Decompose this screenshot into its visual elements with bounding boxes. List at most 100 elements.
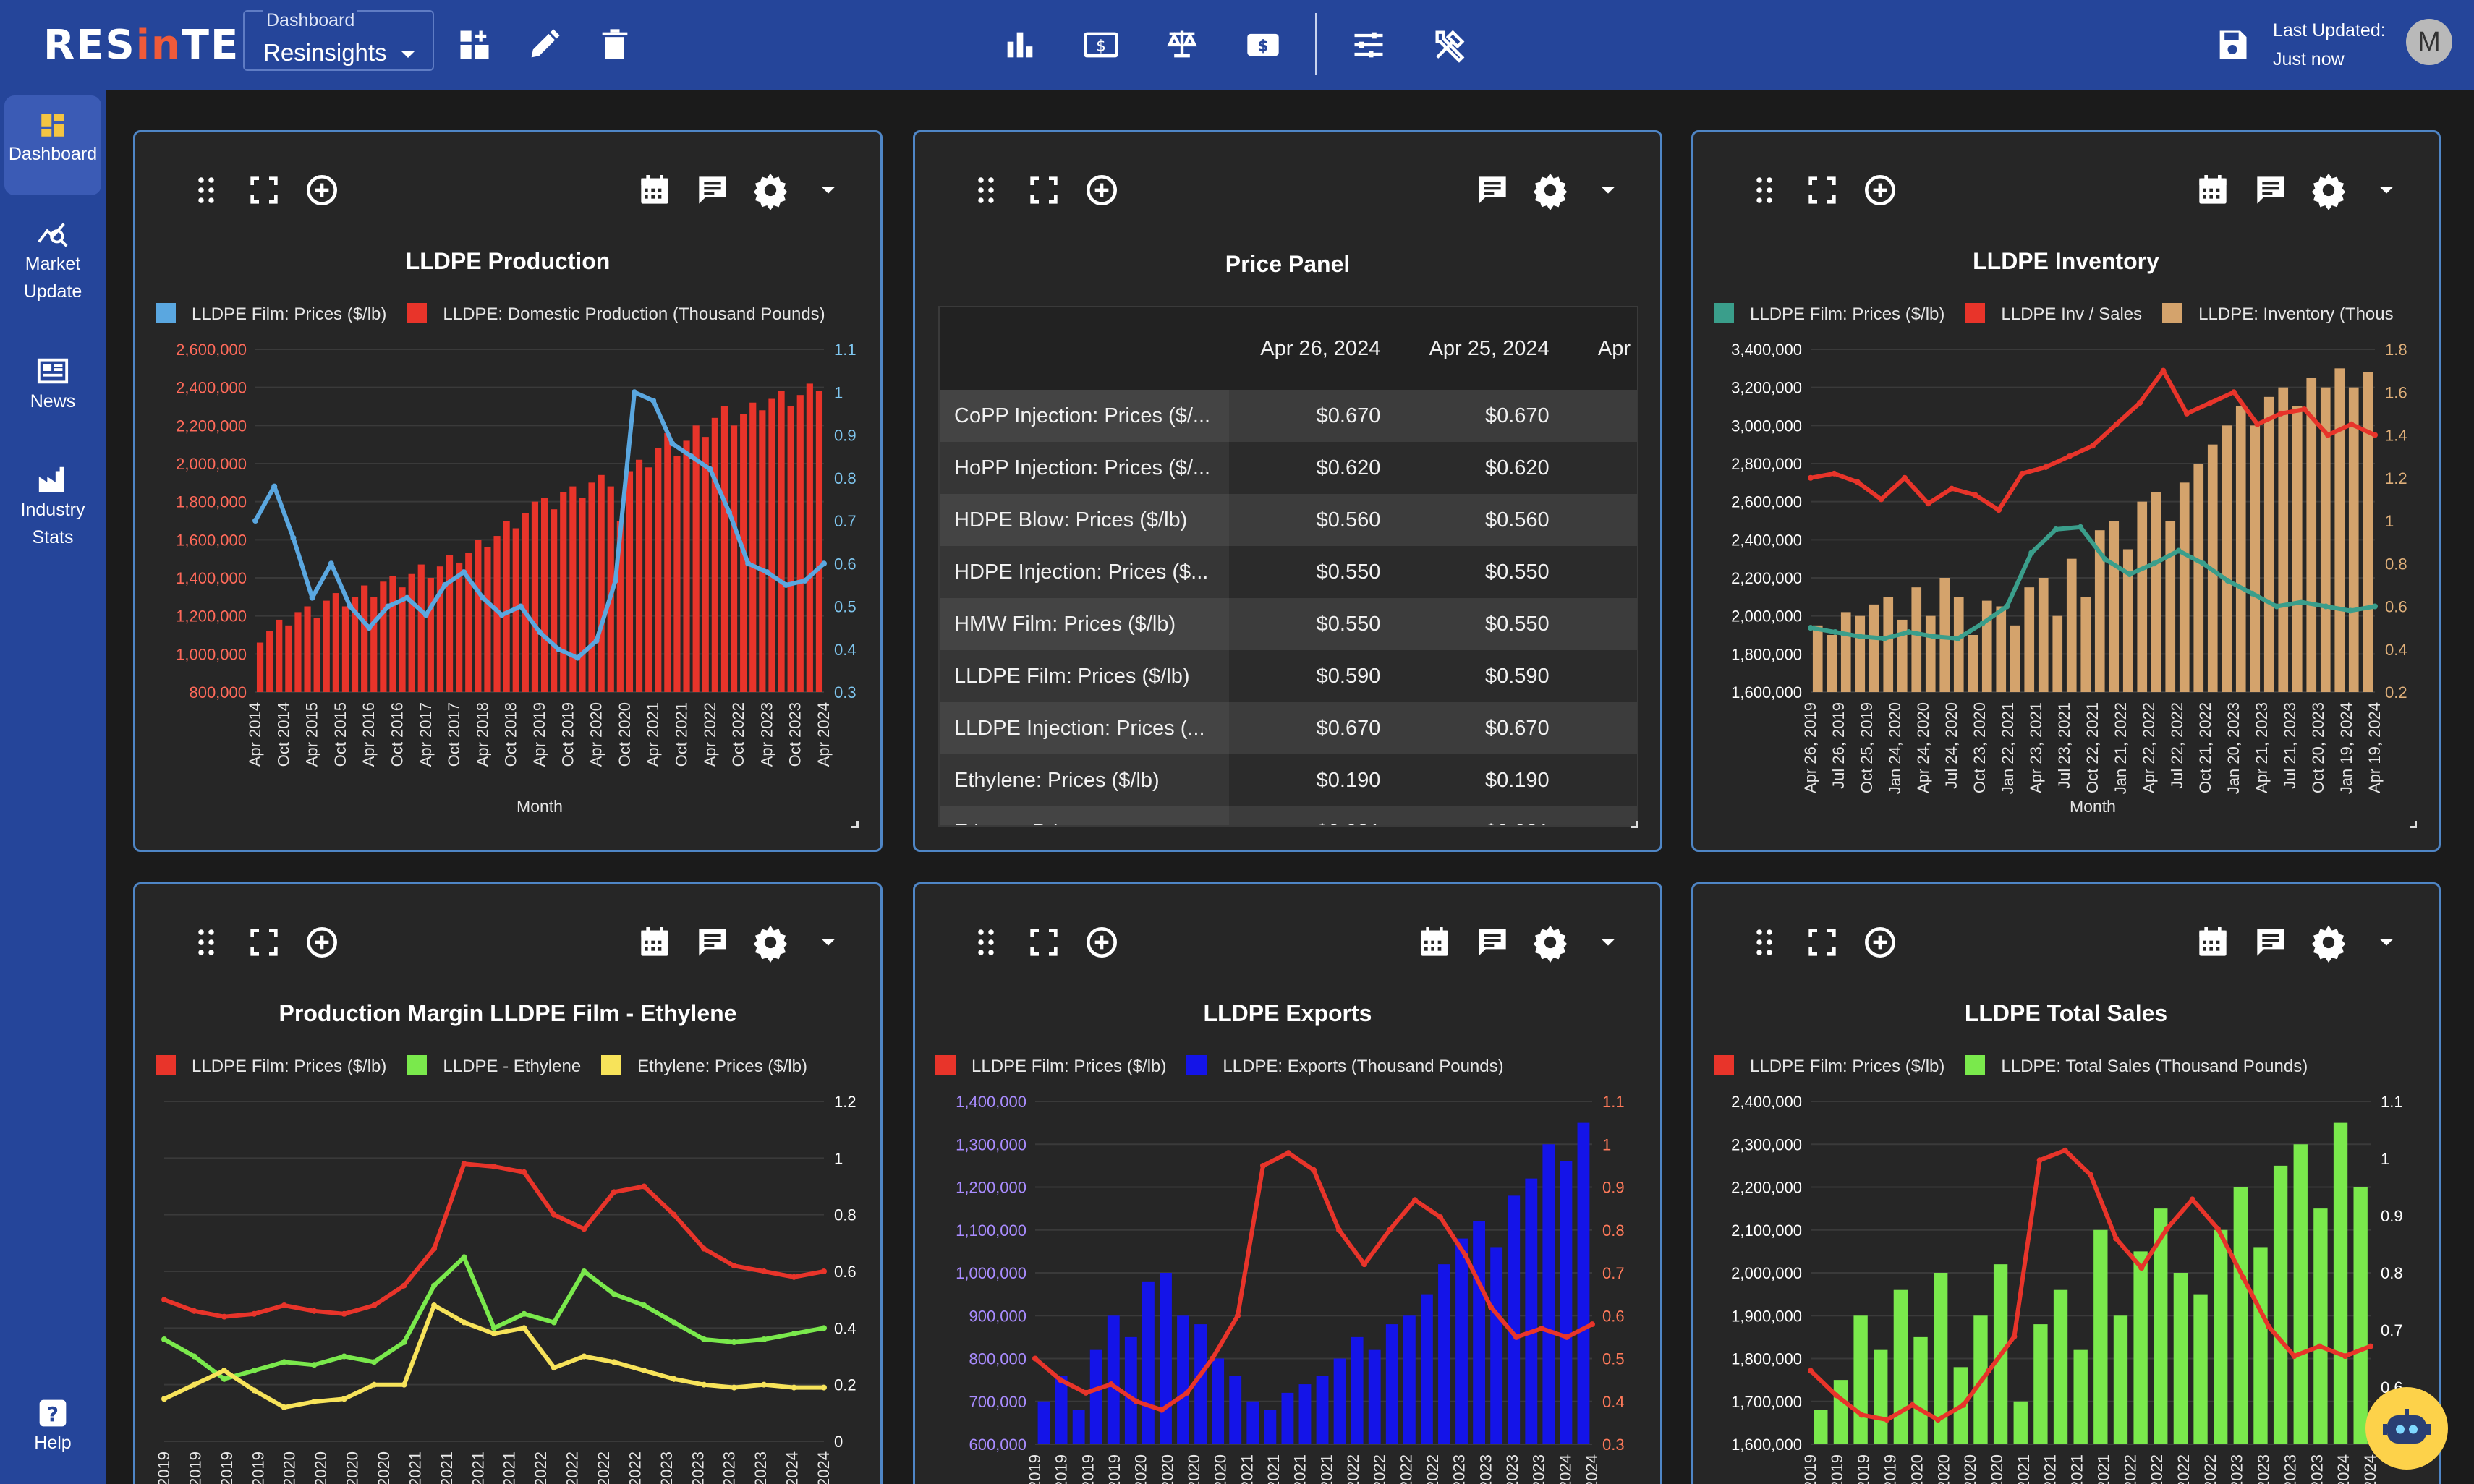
comment-icon[interactable] [2250, 922, 2291, 963]
column-header[interactable]: Apr 24, 2024 [1566, 307, 1637, 390]
sidebar-item-industry-stats[interactable]: Industry Stats [4, 463, 101, 551]
column-header[interactable]: Apr 25, 2024 [1398, 307, 1567, 390]
comment-icon[interactable] [692, 922, 733, 963]
chevron-down-icon[interactable] [1588, 170, 1628, 210]
bar [475, 540, 482, 692]
chevron-down-icon[interactable] [808, 922, 849, 963]
legend-item[interactable]: LLDPE Film: Prices ($/lb) [935, 1055, 1166, 1077]
expand-icon[interactable] [1024, 170, 1064, 210]
chatbot-button[interactable] [2365, 1387, 2448, 1470]
edit-icon[interactable] [525, 26, 563, 64]
add-icon[interactable] [1860, 170, 1900, 210]
legend-item[interactable]: LLDPE Film: Prices ($/lb) [156, 303, 386, 325]
money-icon[interactable]: $ [1244, 26, 1282, 64]
table-row[interactable]: LLDPE Film: Prices ($/lb)$0.590$0.590$0.… [940, 650, 1637, 702]
table-row[interactable]: HDPE Injection: Prices ($... $0.550 $0.550… [940, 546, 1637, 598]
resize-handle[interactable] [851, 821, 859, 828]
delete-icon[interactable] [596, 26, 634, 64]
expand-icon[interactable] [1802, 170, 1842, 210]
sidebar-item-help[interactable]: ? Help [4, 1397, 101, 1457]
comment-icon[interactable] [692, 170, 733, 210]
table-row[interactable]: LLDPE Injection: Prices (... $0.670 $0.670… [940, 702, 1637, 754]
expand-icon[interactable] [244, 170, 284, 210]
x-tick-label: 2022 [1397, 1454, 1415, 1484]
column-header[interactable]: Apr 26, 2024 [1229, 307, 1398, 390]
expand-icon[interactable] [1802, 922, 1842, 963]
chevron-down-icon[interactable] [808, 170, 849, 210]
dashboard-select[interactable]: Dashboard Resinsights [243, 10, 434, 71]
comment-icon[interactable] [2250, 170, 2291, 210]
series-point [2088, 1172, 2093, 1178]
bar-chart-icon[interactable] [1001, 26, 1039, 64]
add-icon[interactable] [1860, 922, 1900, 963]
resize-handle[interactable] [1631, 821, 1638, 828]
calendar-icon[interactable] [1414, 922, 1455, 963]
legend-item[interactable]: LLDPE: Domestic Production (Thousand Pou… [407, 303, 825, 325]
add-icon[interactable] [302, 170, 342, 210]
legend-item[interactable]: LLDPE Film: Prices ($/lb) [1714, 303, 1944, 325]
legend-item[interactable]: LLDPE Film: Prices ($/lb) [1714, 1055, 1944, 1077]
legend-item[interactable]: LLDPE: Total Sales (Thousand Pounds) [1965, 1055, 2308, 1077]
table-row[interactable]: HDPE Blow: Prices ($/lb)$0.560$0.560$0.5… [940, 494, 1637, 546]
sliders-icon[interactable] [1350, 26, 1387, 64]
legend-item[interactable]: Ethylene: Prices ($/lb) [601, 1055, 807, 1077]
drag-handle-icon[interactable] [966, 170, 1006, 210]
chevron-down-icon[interactable] [1588, 922, 1628, 963]
add-widget-icon[interactable] [456, 26, 493, 64]
gear-icon[interactable] [750, 170, 791, 210]
gear-icon[interactable] [2308, 922, 2349, 963]
drag-handle-icon[interactable] [966, 922, 1006, 963]
resize-handle[interactable] [2410, 821, 2417, 828]
add-icon[interactable] [1081, 922, 1122, 963]
drag-handle-icon[interactable] [1744, 922, 1785, 963]
legend-item[interactable]: LLDPE Inv / Sales [1965, 303, 2142, 325]
y-right-tick-label: 1.8 [2385, 341, 2407, 359]
series-point [581, 1353, 587, 1360]
y-left-tick-label: 2,300,000 [1731, 1135, 1802, 1153]
expand-icon[interactable] [244, 922, 284, 963]
gear-icon[interactable] [2308, 170, 2349, 210]
chevron-down-icon[interactable] [2366, 922, 2407, 963]
sidebar-item-dashboard[interactable]: Dashboard [4, 95, 101, 195]
legend-swatch [407, 1055, 428, 1075]
x-tick-label: Apr 19, 2024 [2365, 702, 2384, 793]
save-icon[interactable] [2214, 26, 2251, 64]
calendar-icon[interactable] [2193, 922, 2233, 963]
calendar-icon[interactable] [634, 170, 675, 210]
calendar-icon[interactable] [634, 922, 675, 963]
drag-handle-icon[interactable] [186, 170, 226, 210]
table-row[interactable]: CoPP Injection: Prices ($/... $0.670 $0.67… [940, 390, 1637, 442]
calendar-icon[interactable] [2193, 170, 2233, 210]
table-row[interactable]: Ethylene: Prices ($/lb)$0.190$0.190$0.19… [940, 754, 1637, 806]
drag-handle-icon[interactable] [1744, 170, 1785, 210]
tools-icon[interactable] [1431, 26, 1468, 64]
x-tick-label: Jan 21, 2022 [2112, 702, 2130, 794]
x-tick-label: 2019 [1079, 1454, 1097, 1484]
legend-item[interactable]: LLDPE: Exports (Thousand Pounds) [1186, 1055, 1504, 1077]
x-tick-label: 2024 [2334, 1454, 2352, 1484]
add-icon[interactable] [302, 922, 342, 963]
table-row[interactable]: HMW Film: Prices ($/lb)$0.550$0.550$0.55… [940, 598, 1637, 650]
bar [683, 440, 690, 692]
resintel-logo[interactable]: RESinTEL [43, 22, 267, 69]
sidebar-item-market-update[interactable]: Market Update [4, 217, 101, 305]
gear-icon[interactable] [1530, 922, 1570, 963]
avatar[interactable]: M [2406, 19, 2452, 65]
gear-icon[interactable] [1530, 170, 1570, 210]
drag-handle-icon[interactable] [186, 922, 226, 963]
legend-item[interactable]: LLDPE - Ethylene [407, 1055, 581, 1077]
sidebar-item-news[interactable]: News [4, 354, 101, 415]
table-row[interactable]: Ethane: Prices$0.081$0.081$0.081 [940, 806, 1637, 825]
bar [2333, 1122, 2348, 1444]
table-row[interactable]: HoPP Injection: Prices ($/... $0.620 $0.62… [940, 442, 1637, 494]
comment-icon[interactable] [1472, 170, 1513, 210]
chevron-down-icon[interactable] [2366, 170, 2407, 210]
price-icon[interactable]: $ [1082, 26, 1120, 64]
scale-icon[interactable] [1163, 26, 1201, 64]
legend-item[interactable]: LLDPE: Inventory (Thous [2162, 303, 2394, 325]
comment-icon[interactable] [1472, 922, 1513, 963]
expand-icon[interactable] [1024, 922, 1064, 963]
legend-item[interactable]: LLDPE Film: Prices ($/lb) [156, 1055, 386, 1077]
add-icon[interactable] [1081, 170, 1122, 210]
gear-icon[interactable] [750, 922, 791, 963]
